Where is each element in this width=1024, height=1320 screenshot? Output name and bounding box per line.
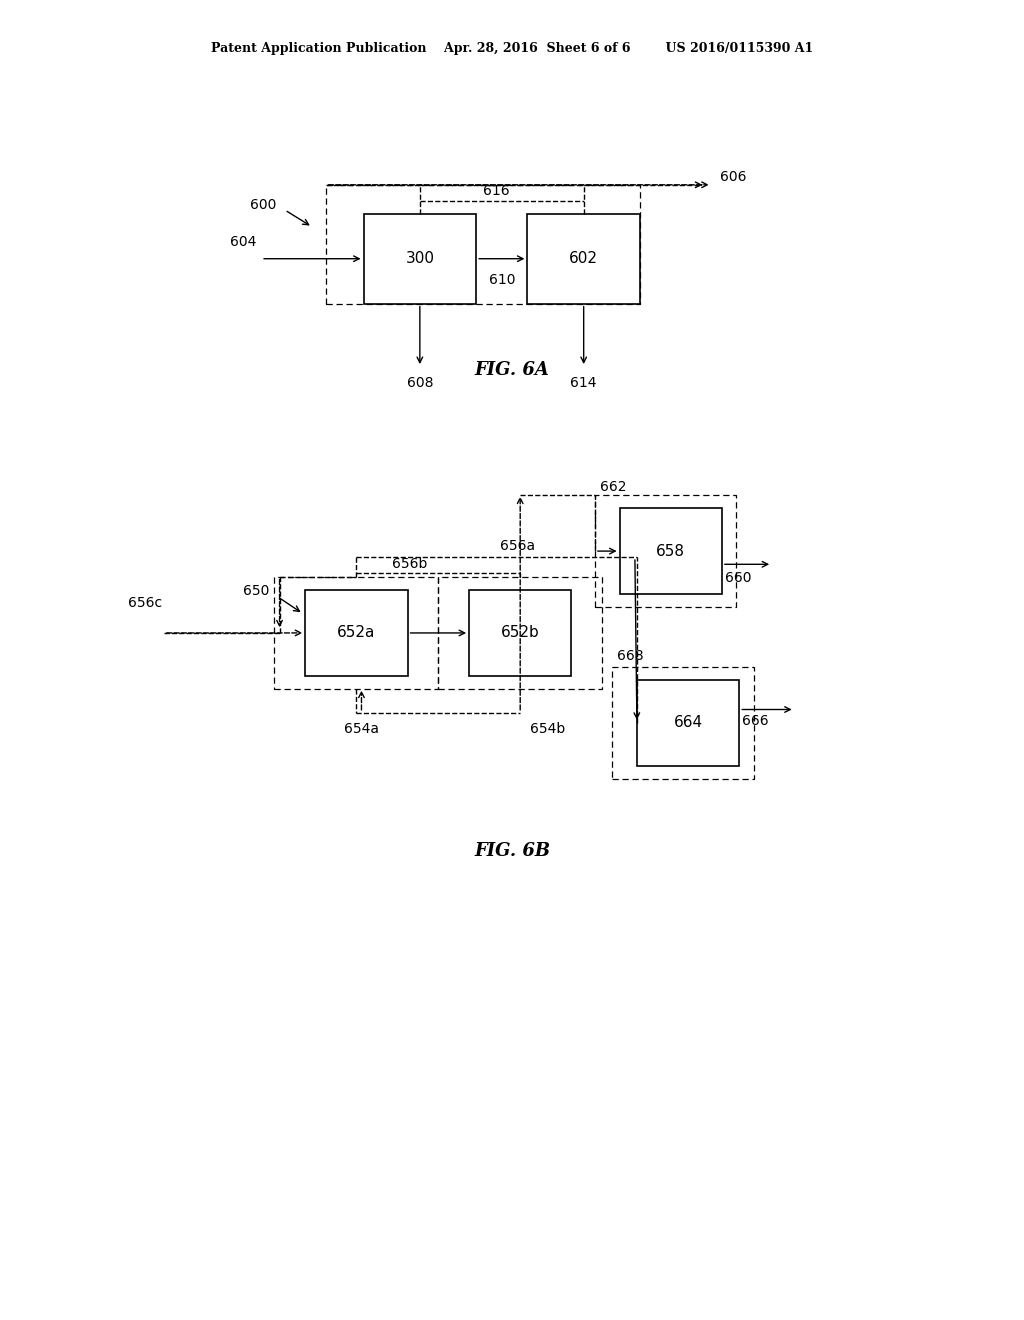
Text: 656c: 656c xyxy=(128,597,162,610)
Bar xyxy=(595,495,736,607)
Text: 664: 664 xyxy=(674,715,702,730)
Text: 600: 600 xyxy=(250,198,276,211)
Text: 606: 606 xyxy=(720,170,746,183)
Text: 300: 300 xyxy=(406,251,434,267)
Bar xyxy=(612,667,754,779)
Text: 602: 602 xyxy=(569,251,598,267)
Text: FIG. 6B: FIG. 6B xyxy=(474,842,550,861)
Text: Patent Application Publication    Apr. 28, 2016  Sheet 6 of 6        US 2016/011: Patent Application Publication Apr. 28, … xyxy=(211,42,813,55)
Bar xyxy=(438,577,602,689)
Text: 666: 666 xyxy=(742,714,769,729)
Text: 654a: 654a xyxy=(344,722,379,735)
Bar xyxy=(274,577,438,689)
Bar xyxy=(364,214,476,304)
Text: 610: 610 xyxy=(488,273,515,286)
Text: 614: 614 xyxy=(570,376,597,389)
Text: 652a: 652a xyxy=(337,626,376,640)
Bar xyxy=(326,185,640,304)
Text: 650: 650 xyxy=(243,585,269,598)
Text: 656b: 656b xyxy=(392,557,428,570)
Text: 616: 616 xyxy=(483,185,510,198)
Text: 656a: 656a xyxy=(500,540,535,553)
Text: 608: 608 xyxy=(407,376,433,389)
Text: 652b: 652b xyxy=(501,626,540,640)
Text: 604: 604 xyxy=(229,235,256,248)
Bar xyxy=(637,680,739,766)
Bar xyxy=(469,590,571,676)
Text: 658: 658 xyxy=(656,544,685,558)
Text: 668: 668 xyxy=(617,649,644,663)
Bar xyxy=(305,590,408,676)
Bar xyxy=(527,214,640,304)
Text: FIG. 6A: FIG. 6A xyxy=(474,360,550,379)
Text: 662: 662 xyxy=(600,480,627,494)
Bar xyxy=(620,508,722,594)
Text: 654b: 654b xyxy=(530,722,565,735)
Text: 660: 660 xyxy=(725,570,752,585)
